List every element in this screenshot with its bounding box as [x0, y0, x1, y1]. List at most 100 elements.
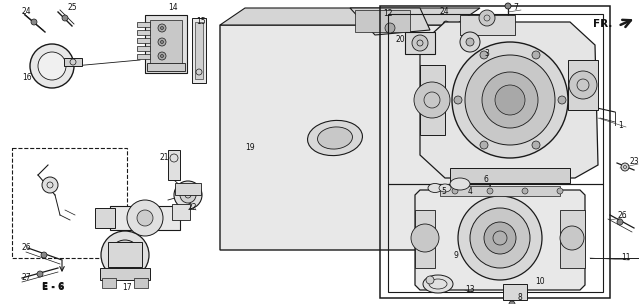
- Bar: [137, 46, 150, 51]
- Circle shape: [532, 51, 540, 59]
- Circle shape: [110, 240, 140, 270]
- Bar: [453, 45, 468, 240]
- Circle shape: [161, 26, 163, 29]
- Circle shape: [509, 301, 515, 304]
- Circle shape: [454, 96, 462, 104]
- Bar: [420, 65, 445, 135]
- Text: E - 6: E - 6: [42, 284, 65, 292]
- Bar: [388, 14, 603, 184]
- Ellipse shape: [133, 209, 157, 227]
- Bar: [195, 22, 203, 79]
- Text: 1: 1: [618, 120, 623, 130]
- Ellipse shape: [457, 121, 479, 159]
- Circle shape: [621, 163, 629, 171]
- Bar: [134, 278, 148, 288]
- Circle shape: [449, 196, 457, 204]
- Bar: [405, 32, 435, 54]
- Circle shape: [452, 42, 568, 158]
- Circle shape: [470, 208, 530, 268]
- Bar: [95, 208, 115, 228]
- Bar: [355, 10, 410, 32]
- Bar: [460, 15, 515, 35]
- Circle shape: [465, 107, 471, 113]
- Text: 25: 25: [68, 4, 77, 12]
- Circle shape: [62, 15, 68, 21]
- Text: 26: 26: [618, 210, 628, 219]
- Bar: [137, 22, 150, 27]
- Bar: [415, 210, 435, 268]
- Bar: [440, 186, 560, 196]
- Polygon shape: [448, 195, 510, 270]
- Text: 20: 20: [396, 36, 406, 44]
- Polygon shape: [220, 8, 480, 25]
- Circle shape: [487, 188, 493, 194]
- Circle shape: [38, 52, 66, 80]
- Circle shape: [484, 222, 516, 254]
- Text: 14: 14: [168, 4, 178, 12]
- Ellipse shape: [308, 120, 362, 156]
- Circle shape: [458, 196, 542, 280]
- Circle shape: [465, 167, 471, 173]
- Ellipse shape: [141, 214, 149, 222]
- Polygon shape: [350, 8, 430, 35]
- Text: 12: 12: [383, 9, 392, 19]
- Text: 4: 4: [468, 186, 473, 195]
- Circle shape: [426, 276, 434, 284]
- Circle shape: [158, 24, 166, 32]
- Circle shape: [532, 141, 540, 149]
- Circle shape: [465, 55, 555, 145]
- Circle shape: [127, 200, 163, 236]
- Bar: [568, 60, 598, 110]
- Bar: [450, 168, 570, 183]
- Circle shape: [617, 219, 623, 225]
- Ellipse shape: [439, 184, 451, 192]
- Text: 16: 16: [22, 74, 31, 82]
- Circle shape: [174, 181, 202, 209]
- Circle shape: [480, 141, 488, 149]
- Bar: [175, 183, 201, 195]
- Text: 27: 27: [22, 274, 31, 282]
- Bar: [172, 204, 190, 220]
- Bar: [168, 150, 180, 180]
- Text: 5: 5: [441, 186, 446, 195]
- Circle shape: [480, 51, 488, 59]
- Text: E - 6: E - 6: [42, 282, 65, 291]
- Bar: [64, 58, 82, 66]
- Circle shape: [412, 35, 428, 51]
- Text: 22: 22: [188, 203, 198, 212]
- Circle shape: [501, 261, 509, 269]
- Text: 23: 23: [630, 157, 639, 167]
- Circle shape: [101, 231, 149, 279]
- Circle shape: [385, 23, 395, 33]
- Circle shape: [161, 40, 163, 43]
- Text: 3: 3: [484, 50, 489, 58]
- Circle shape: [180, 187, 196, 203]
- Circle shape: [119, 249, 131, 261]
- Circle shape: [495, 85, 525, 115]
- Bar: [150, 20, 182, 68]
- Bar: [137, 30, 150, 35]
- Ellipse shape: [126, 204, 164, 232]
- Text: 21: 21: [160, 154, 170, 163]
- Bar: [380, 6, 610, 298]
- Circle shape: [137, 210, 153, 226]
- Circle shape: [522, 188, 528, 194]
- Circle shape: [465, 77, 471, 83]
- Text: 11: 11: [621, 254, 630, 262]
- Circle shape: [505, 3, 511, 9]
- Text: FR.: FR.: [593, 19, 612, 29]
- Bar: [560, 210, 585, 268]
- Bar: [102, 278, 116, 288]
- Circle shape: [558, 96, 566, 104]
- Ellipse shape: [428, 184, 442, 192]
- Circle shape: [465, 197, 471, 203]
- Ellipse shape: [462, 129, 474, 151]
- Ellipse shape: [423, 275, 453, 293]
- Text: 8: 8: [517, 292, 522, 302]
- Circle shape: [452, 188, 458, 194]
- Bar: [108, 242, 142, 267]
- Text: 17: 17: [122, 282, 132, 292]
- Circle shape: [460, 32, 480, 52]
- Polygon shape: [415, 190, 585, 290]
- Circle shape: [466, 38, 474, 46]
